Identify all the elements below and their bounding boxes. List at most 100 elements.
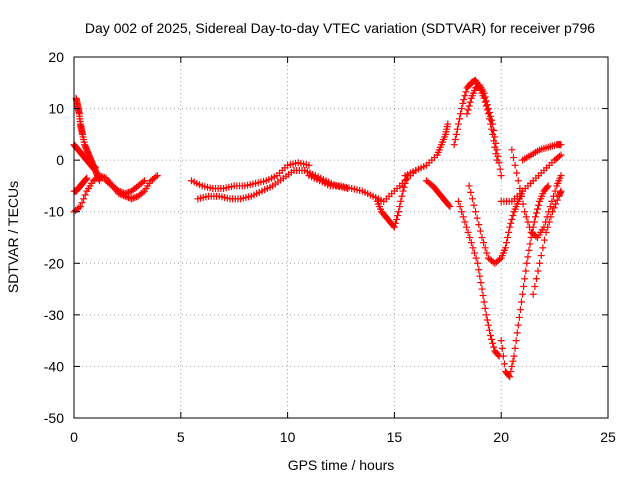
- data-point-interp: [470, 201, 478, 209]
- y-tick-label: -40: [44, 358, 64, 374]
- data-point: [96, 172, 104, 180]
- data-point-interp: [516, 306, 524, 314]
- data-point-interp: [477, 279, 485, 287]
- data-point-interp: [394, 212, 402, 220]
- data-point-interp: [81, 191, 89, 199]
- data-point: [548, 208, 556, 216]
- data-point-interp: [530, 218, 538, 226]
- data-point: [557, 187, 565, 195]
- chart-title: Day 002 of 2025, Sidereal Day-to-day VTE…: [85, 20, 595, 36]
- data-point: [519, 290, 527, 298]
- x-tick-label: 10: [280, 429, 296, 445]
- data-point: [91, 164, 99, 172]
- data-point-interp: [544, 223, 552, 231]
- y-tick-label: 10: [48, 101, 64, 117]
- data-point-interp: [504, 234, 512, 241]
- data-point-interp: [488, 116, 496, 124]
- data-point-interp: [116, 190, 124, 198]
- y-tick-label: -20: [44, 255, 64, 271]
- data-point-interp: [456, 115, 464, 123]
- x-tick-label: 20: [493, 429, 509, 445]
- data-point: [557, 141, 565, 149]
- data-point-interp: [476, 227, 484, 235]
- data-point-interp: [489, 339, 497, 347]
- data-point-interp: [515, 313, 523, 321]
- series-arc-tail-3: [519, 141, 565, 164]
- data-point-interp: [525, 246, 533, 254]
- data-point-interp: [402, 175, 410, 183]
- data-point-interp: [139, 178, 147, 186]
- data-point-interp: [462, 223, 470, 231]
- data-point-interp: [471, 249, 478, 257]
- data-point-interp: [532, 232, 540, 240]
- data-point: [508, 146, 516, 154]
- data-point-interp: [468, 195, 476, 203]
- series-arc-band-5: [305, 166, 420, 205]
- data-point: [395, 208, 403, 216]
- data-point: [484, 105, 492, 113]
- data-point-interp: [393, 215, 401, 223]
- data-point: [474, 259, 482, 267]
- data-point-interp: [508, 362, 516, 370]
- data-point: [523, 259, 531, 267]
- data-point-interp: [97, 172, 105, 180]
- data-point-interp: [498, 344, 506, 352]
- data-point-interp: [467, 188, 475, 196]
- data-point: [482, 311, 490, 319]
- data-point-interp: [398, 192, 406, 200]
- data-point-interp: [484, 321, 492, 329]
- data-point-interp: [535, 201, 543, 209]
- data-point-interp: [507, 219, 515, 227]
- data-point: [506, 373, 514, 381]
- data-point-interp: [107, 181, 115, 189]
- data-series: [70, 76, 565, 381]
- data-point: [121, 192, 129, 200]
- series-arc-low-start: [70, 174, 91, 195]
- data-point: [444, 120, 452, 128]
- series-arc-peak-19b: [463, 81, 505, 180]
- data-point: [521, 208, 529, 216]
- data-point-interp: [466, 234, 474, 241]
- data-point-interp: [475, 221, 483, 229]
- data-point: [472, 208, 480, 216]
- y-tick-label: 20: [48, 49, 64, 65]
- data-point-interp: [500, 360, 508, 368]
- data-point: [514, 177, 522, 185]
- data-point-interp: [464, 228, 472, 236]
- data-point-interp: [129, 194, 137, 202]
- data-point-interp: [485, 326, 493, 334]
- data-point-interp: [505, 228, 513, 236]
- data-point: [557, 172, 565, 180]
- data-point: [461, 218, 469, 226]
- data-point-interp: [505, 371, 513, 379]
- series-arc-dip-15: [373, 172, 411, 231]
- data-point-interp: [503, 239, 511, 247]
- data-point: [463, 110, 471, 118]
- data-point: [459, 99, 467, 107]
- data-point: [531, 213, 539, 221]
- data-point-interp: [551, 187, 559, 195]
- data-point-interp: [482, 97, 490, 105]
- data-point-interp: [499, 352, 507, 360]
- data-point-interp: [451, 136, 459, 144]
- data-point-interp: [490, 343, 498, 351]
- data-point-interp: [555, 152, 563, 160]
- series-arc-rise-17: [401, 120, 452, 180]
- y-tick-label: -50: [44, 410, 64, 426]
- series-arc-tail-4: [529, 187, 565, 298]
- data-point-interp: [485, 108, 493, 116]
- data-point-interp: [511, 344, 519, 352]
- data-point-interp: [473, 214, 481, 222]
- data-point: [115, 190, 123, 198]
- data-point-interp: [483, 249, 491, 257]
- data-point-interp: [475, 266, 483, 274]
- data-point-interp: [481, 244, 489, 252]
- data-point-interp: [459, 213, 467, 221]
- data-point-interp: [458, 208, 466, 216]
- data-point-interp: [511, 161, 519, 169]
- data-point: [454, 197, 462, 205]
- data-point-interp: [509, 154, 517, 162]
- data-point: [465, 182, 473, 190]
- data-point-interp: [465, 102, 473, 110]
